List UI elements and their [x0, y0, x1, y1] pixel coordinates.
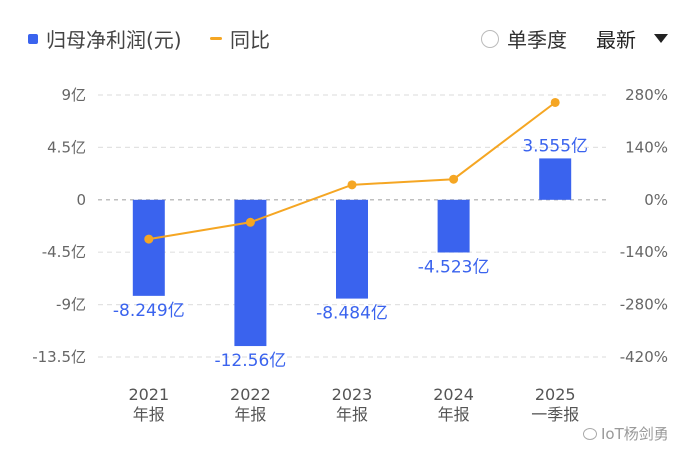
y-right-tick-label: -140%: [620, 243, 668, 261]
y-right-tick-label: 140%: [625, 138, 668, 156]
watermark-text: IoT杨剑勇: [601, 425, 669, 443]
y-right-tick-label: -280%: [620, 296, 668, 314]
legend-item-yoy[interactable]: 同比: [210, 24, 270, 53]
y-left-tick-label: 4.5亿: [47, 138, 86, 156]
weibo-icon: [583, 427, 597, 440]
bar: [132, 199, 165, 296]
quarter-toggle[interactable]: 单季度: [481, 24, 567, 53]
x-tick-label-period: 年报: [133, 405, 165, 424]
y-left-tick-label: -9亿: [56, 296, 86, 314]
chart-header: 归母净利润(元) 同比 单季度 最新: [0, 0, 700, 80]
caret-down-icon: [654, 34, 668, 43]
bar-value-label: -12.56亿: [214, 351, 286, 371]
bar-value-label: -8.249亿: [113, 301, 185, 321]
bar-value-label: 3.555亿: [522, 136, 588, 156]
x-tick-label-period: 年报: [336, 405, 368, 424]
bar-series: [132, 158, 572, 347]
x-tick-label-year: 2024: [433, 385, 474, 404]
radio-icon[interactable]: [481, 29, 499, 48]
y-left-tick-label: -4.5亿: [42, 243, 86, 261]
quarter-toggle-label: 单季度: [507, 28, 567, 52]
legend-item-net-profit[interactable]: 归母净利润(元): [28, 24, 182, 53]
line-swatch-icon: [210, 37, 222, 40]
x-tick-label-year: 2023: [332, 385, 373, 404]
x-tick-label-year: 2025: [535, 385, 576, 404]
bar-swatch-icon: [28, 33, 38, 44]
period-select[interactable]: 最新: [596, 24, 668, 53]
left-axis: 9亿 4.5亿 0 -4.5亿 -9亿 -13.5亿: [32, 86, 86, 366]
legend-label-yoy: 同比: [230, 28, 270, 52]
yoy-point: [245, 217, 255, 227]
right-axis: 280% 140% 0% -140% -280% -420%: [620, 86, 668, 366]
y-left-tick-label: 0: [76, 191, 86, 209]
x-tick-label-period: 年报: [438, 405, 470, 424]
bar: [336, 199, 368, 299]
y-left-tick-label: 9亿: [61, 86, 86, 104]
yoy-point: [550, 97, 560, 107]
watermark: IoT杨剑勇: [583, 423, 669, 444]
data-labels: -8.249亿 -12.56亿 -8.484亿 -4.523亿 3.555亿: [113, 136, 588, 371]
bar: [437, 199, 470, 253]
bar: [539, 158, 572, 200]
legend-label-net-profit: 归母净利润(元): [46, 28, 182, 52]
y-right-tick-label: -420%: [620, 348, 668, 366]
yoy-point: [144, 234, 154, 244]
x-tick-label-period: 年报: [234, 405, 266, 424]
yoy-point: [449, 174, 459, 184]
y-right-tick-label: 280%: [625, 86, 668, 104]
line-series: [144, 97, 560, 244]
bar-value-label: -8.484亿: [316, 304, 388, 324]
x-tick-label-year: 2022: [230, 385, 271, 404]
y-left-tick-label: -13.5亿: [32, 348, 86, 366]
y-right-tick-label: 0%: [644, 191, 668, 209]
x-tick-label-period: 一季报: [531, 405, 579, 424]
period-select-value: 最新: [596, 28, 636, 52]
x-tick-label-year: 2021: [128, 385, 169, 404]
bar-value-label: -4.523亿: [418, 257, 490, 277]
yoy-point: [347, 180, 357, 190]
